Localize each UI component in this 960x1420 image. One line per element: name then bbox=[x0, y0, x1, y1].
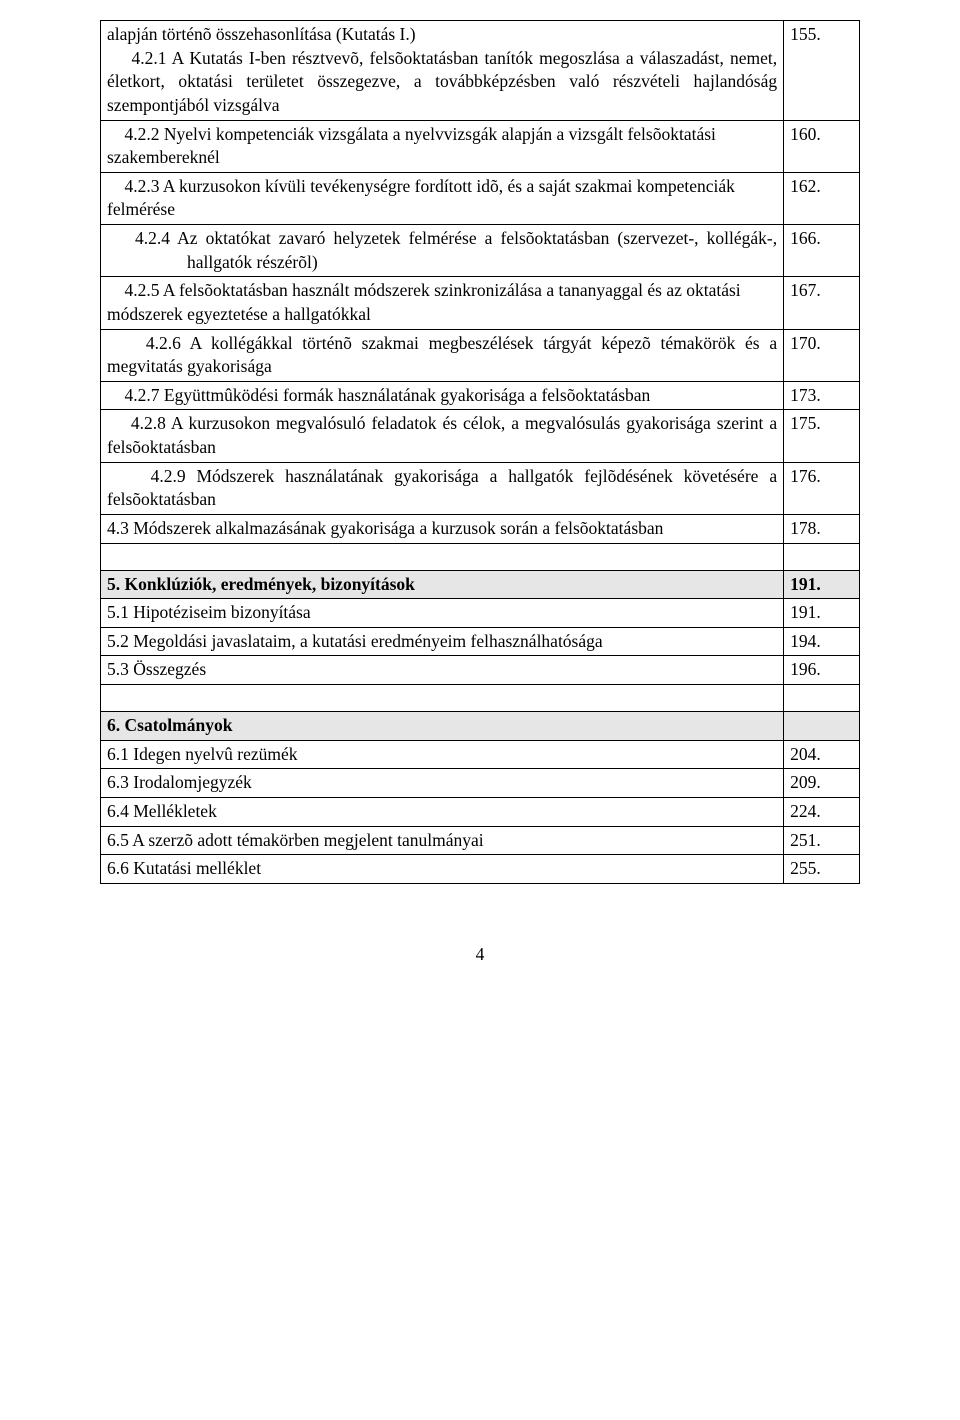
entry-page: 204. bbox=[784, 740, 860, 769]
entry-text: alapján történõ összehasonlítása (Kutatá… bbox=[101, 21, 784, 121]
table-row: 6.4 Mellékletek224. bbox=[101, 797, 860, 826]
entry-page: 173. bbox=[784, 381, 860, 410]
entry-text: 6.6 Kutatási melléklet bbox=[101, 855, 784, 884]
entry-text: 4.3 Módszerek alkalmazásának gyakorisága… bbox=[101, 514, 784, 543]
entry-text: 5.1 Hipotéziseim bizonyítása bbox=[101, 599, 784, 628]
table-row: 6. Csatolmányok bbox=[101, 712, 860, 741]
entry-text: 5.2 Megoldási javaslataim, a kutatási er… bbox=[101, 627, 784, 656]
entry-page: 194. bbox=[784, 627, 860, 656]
table-row: 6.6 Kutatási melléklet255. bbox=[101, 855, 860, 884]
entry-text: 4.2.4 Az oktatókat zavaró helyzetek felm… bbox=[101, 225, 784, 277]
entry-text: 4.2.9 Módszerek használatának gyakoriság… bbox=[101, 462, 784, 514]
table-row: 4.2.7 Együttmûködési formák használatána… bbox=[101, 381, 860, 410]
entry-page: 209. bbox=[784, 769, 860, 798]
spacer-cell bbox=[784, 543, 860, 570]
entry-page: 196. bbox=[784, 656, 860, 685]
entry-text: 6.5 A szerzõ adott témakörben megjelent … bbox=[101, 826, 784, 855]
entry-page: 255. bbox=[784, 855, 860, 884]
table-row: 5. Konklúziók, eredmények, bizonyítások1… bbox=[101, 570, 860, 599]
entry-text: 4.2.7 Együttmûködési formák használatána… bbox=[101, 381, 784, 410]
table-row: 5.3 Összegzés196. bbox=[101, 656, 860, 685]
table-row: 4.2.8 A kurzusokon megvalósuló feladatok… bbox=[101, 410, 860, 462]
entry-text: 4.2.5 A felsõoktatásban használt módszer… bbox=[101, 277, 784, 329]
spacer-cell bbox=[101, 543, 784, 570]
entry-text: 5. Konklúziók, eredmények, bizonyítások bbox=[101, 570, 784, 599]
table-row: 4.2.4 Az oktatókat zavaró helyzetek felm… bbox=[101, 225, 860, 277]
entry-text: 4.2.6 A kollégákkal történõ szakmai megb… bbox=[101, 329, 784, 381]
entry-page: 162. bbox=[784, 172, 860, 224]
entry-page: 160. bbox=[784, 120, 860, 172]
table-row: 5.1 Hipotéziseim bizonyítása191. bbox=[101, 599, 860, 628]
entry-text: 4.2.3 A kurzusokon kívüli tevékenységre … bbox=[101, 172, 784, 224]
entry-text: 6.1 Idegen nyelvû rezümék bbox=[101, 740, 784, 769]
table-row: 4.2.9 Módszerek használatának gyakoriság… bbox=[101, 462, 860, 514]
entry-page: 191. bbox=[784, 570, 860, 599]
entry-page: 178. bbox=[784, 514, 860, 543]
table-row: alapján történõ összehasonlítása (Kutatá… bbox=[101, 21, 860, 121]
entry-text: 4.2.2 Nyelvi kompetenciák vizsgálata a n… bbox=[101, 120, 784, 172]
entry-text: 5.3 Összegzés bbox=[101, 656, 784, 685]
toc-body: alapján történõ összehasonlítása (Kutatá… bbox=[101, 21, 860, 884]
entry-page: 167. bbox=[784, 277, 860, 329]
table-row: 4.2.6 A kollégákkal történõ szakmai megb… bbox=[101, 329, 860, 381]
entry-text: 6.4 Mellékletek bbox=[101, 797, 784, 826]
entry-text: 4.2.8 A kurzusokon megvalósuló feladatok… bbox=[101, 410, 784, 462]
entry-text: 6.3 Irodalomjegyzék bbox=[101, 769, 784, 798]
entry-text: 6. Csatolmányok bbox=[101, 712, 784, 741]
table-row: 4.2.2 Nyelvi kompetenciák vizsgálata a n… bbox=[101, 120, 860, 172]
table-row: 5.2 Megoldási javaslataim, a kutatási er… bbox=[101, 627, 860, 656]
entry-page: 175. bbox=[784, 410, 860, 462]
entry-page: 191. bbox=[784, 599, 860, 628]
table-row: 6.5 A szerzõ adott témakörben megjelent … bbox=[101, 826, 860, 855]
table-row: 4.2.5 A felsõoktatásban használt módszer… bbox=[101, 277, 860, 329]
table-row bbox=[101, 543, 860, 570]
entry-page bbox=[784, 712, 860, 741]
spacer-cell bbox=[101, 685, 784, 712]
entry-page: 170. bbox=[784, 329, 860, 381]
table-row: 4.3 Módszerek alkalmazásának gyakorisága… bbox=[101, 514, 860, 543]
page-container: alapján történõ összehasonlítása (Kutatá… bbox=[0, 0, 960, 1005]
entry-page: 176. bbox=[784, 462, 860, 514]
page-number: 4 bbox=[100, 944, 860, 965]
table-row bbox=[101, 685, 860, 712]
entry-page: 166. bbox=[784, 225, 860, 277]
entry-page: 224. bbox=[784, 797, 860, 826]
table-row: 4.2.3 A kurzusokon kívüli tevékenységre … bbox=[101, 172, 860, 224]
toc-table: alapján történõ összehasonlítása (Kutatá… bbox=[100, 20, 860, 884]
entry-page: 251. bbox=[784, 826, 860, 855]
spacer-cell bbox=[784, 685, 860, 712]
table-row: 6.3 Irodalomjegyzék209. bbox=[101, 769, 860, 798]
entry-page: 155. bbox=[784, 21, 860, 121]
table-row: 6.1 Idegen nyelvû rezümék204. bbox=[101, 740, 860, 769]
